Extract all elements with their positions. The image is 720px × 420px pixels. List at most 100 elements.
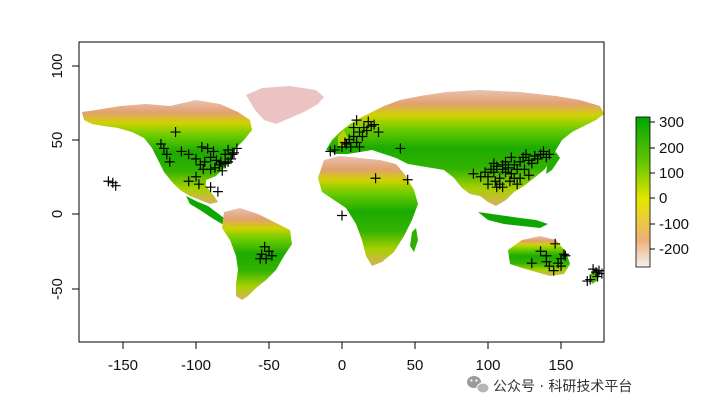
occurrence-marker xyxy=(337,210,347,221)
occurrence-marker xyxy=(475,171,486,182)
occurrence-marker xyxy=(351,115,362,126)
occurrence-marker xyxy=(358,122,369,133)
occurrence-marker xyxy=(348,122,359,133)
occurrence-marker xyxy=(345,141,356,152)
occurrence-marker xyxy=(103,176,114,187)
occurrence-marker xyxy=(395,143,406,154)
occurrence-marker xyxy=(176,146,187,157)
occurrence-marker xyxy=(183,176,194,187)
occurrence-marker xyxy=(266,250,277,261)
occurrence-marker xyxy=(357,131,368,142)
occurrence-marker xyxy=(520,149,531,160)
plot-area xyxy=(78,41,605,343)
occurrence-marker xyxy=(196,141,207,152)
occurrence-marker xyxy=(497,159,508,170)
occurrence-marker xyxy=(205,182,216,193)
occurrence-marker xyxy=(158,143,169,154)
legend-tick-label: 300 xyxy=(659,114,684,131)
occurrence-marker xyxy=(223,156,234,167)
landmass-eurasia xyxy=(326,90,604,206)
occurrence-marker xyxy=(354,141,365,152)
occurrence-marker xyxy=(526,158,537,169)
occurrence-marker xyxy=(217,165,228,176)
watermark-text: 公众号 · 科研技术平台 xyxy=(493,379,632,395)
occurrence-marker xyxy=(535,246,546,257)
legend-tick-label: -200 xyxy=(659,241,689,258)
legend-tick-label: 200 xyxy=(659,140,684,157)
occurrence-marker xyxy=(582,276,593,287)
legend-tick-label: -100 xyxy=(659,216,689,233)
watermark: 公众号 · 科研技术平台 xyxy=(467,376,632,395)
landmass-madagascar xyxy=(410,228,418,252)
y-tick-label: 0 xyxy=(49,210,66,218)
y-tick-label: 50 xyxy=(49,132,66,149)
landmass-japan xyxy=(546,152,560,174)
occurrence-marker xyxy=(515,173,526,184)
occurrence-marker xyxy=(255,253,266,264)
occurrence-marker xyxy=(483,179,493,190)
occurrence-marker xyxy=(370,173,381,184)
occurrence-marker xyxy=(348,131,359,142)
x-tick-label: -100 xyxy=(181,357,211,374)
occurrence-marker xyxy=(538,146,549,157)
wechat-icon xyxy=(467,376,490,394)
occurrence-marker xyxy=(170,127,181,138)
occurrence-marker xyxy=(503,162,514,173)
landmass-africa xyxy=(318,156,418,266)
occurrence-marker xyxy=(227,149,238,160)
occurrence-marker xyxy=(491,182,502,193)
occurrence-marker xyxy=(506,152,517,163)
occurrence-marker xyxy=(544,261,555,272)
x-axis: -150 -100 -50 0 50 100 150 xyxy=(108,341,574,374)
occurrence-marker xyxy=(110,180,121,191)
landmass-australia xyxy=(508,236,570,276)
occurrence-marker xyxy=(259,241,270,252)
occurrence-marker xyxy=(325,146,336,157)
occurrence-marker xyxy=(369,119,380,130)
occurrence-marker xyxy=(193,179,204,190)
occurrence-marker xyxy=(402,174,413,185)
occurrence-marker xyxy=(223,144,234,155)
occurrence-marker xyxy=(560,250,571,261)
legend-tick-label: 100 xyxy=(659,165,684,182)
legend-tick-label: 0 xyxy=(659,190,667,207)
y-tick-label: -50 xyxy=(49,278,66,300)
occurrence-marker xyxy=(202,143,213,154)
occurrence-marker xyxy=(373,127,384,138)
occurrence-marker xyxy=(526,258,537,269)
occurrence-marker xyxy=(208,146,219,157)
occurrence-marker xyxy=(548,265,559,276)
x-tick-label: 100 xyxy=(475,357,500,374)
x-tick-label: -50 xyxy=(258,357,280,374)
occurrence-marker xyxy=(523,170,534,181)
occurrence-marker xyxy=(205,164,216,175)
occurrence-marker xyxy=(183,149,194,160)
occurrence-marker xyxy=(363,116,374,127)
occurrence-marker xyxy=(199,156,210,167)
occurrence-marker xyxy=(544,149,555,160)
color-legend: 300 200 100 0 -100 -200 xyxy=(635,114,689,268)
x-tick-label: 0 xyxy=(338,357,346,374)
occurrence-marker xyxy=(468,168,479,179)
x-tick-label: 150 xyxy=(548,357,573,374)
occurrence-marker xyxy=(212,186,223,197)
landmass-central-america xyxy=(186,196,228,224)
occurrence-marker xyxy=(164,156,175,167)
occurrence-marker xyxy=(161,149,172,160)
occurrence-marker xyxy=(541,250,552,261)
legend-colorbar xyxy=(635,116,651,268)
occurrence-marker xyxy=(256,249,267,260)
occurrence-marker xyxy=(209,162,220,173)
occurrence-marker xyxy=(488,167,499,178)
x-tick-label: 50 xyxy=(407,357,424,374)
occurrence-marker xyxy=(558,249,569,260)
occurrence-markers xyxy=(103,115,604,287)
occurrence-marker xyxy=(592,271,603,282)
landmass-greenland xyxy=(246,86,324,124)
occurrence-marker xyxy=(329,144,340,155)
occurrence-marker xyxy=(512,179,523,190)
occurrence-marker xyxy=(550,238,561,249)
occurrence-marker xyxy=(480,167,491,178)
occurrence-marker xyxy=(339,137,350,148)
